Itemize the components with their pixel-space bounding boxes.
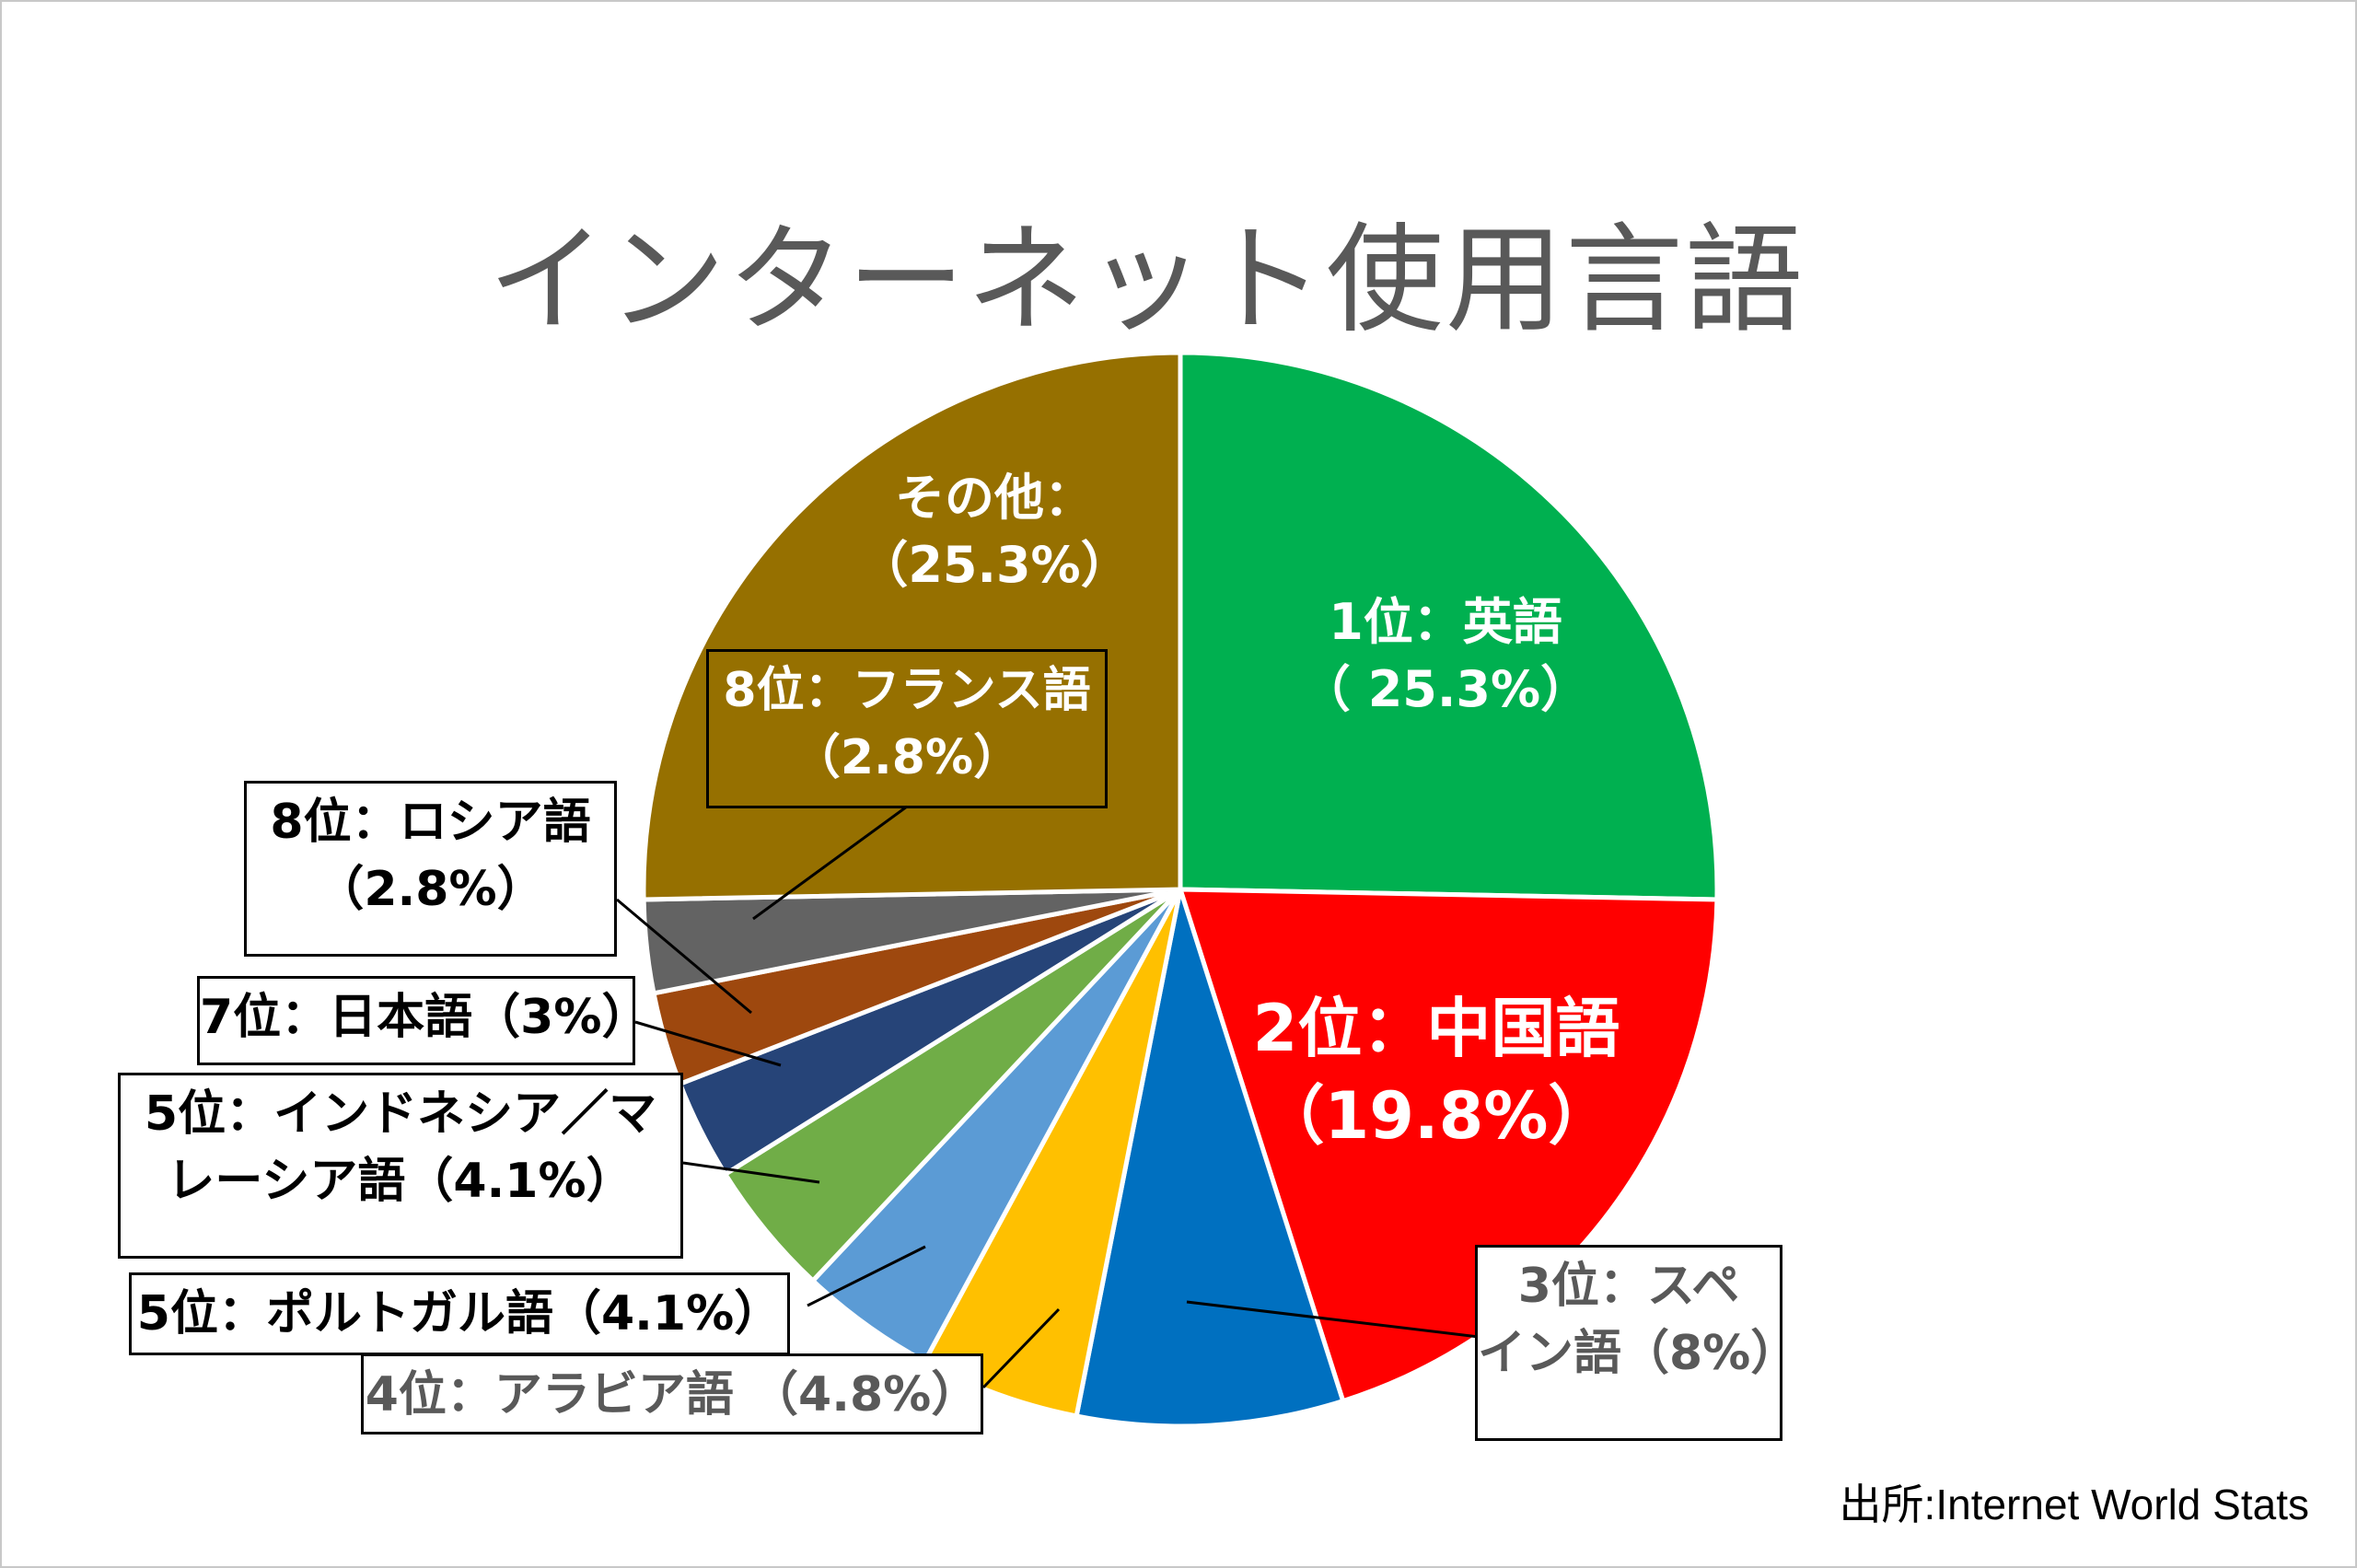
callout-indonesian-line2: レーシア語（4.1%） — [167, 1153, 634, 1209]
callout-french-name: 8位：フランス語 — [723, 663, 1091, 718]
label-english: 1位：英語 （ 25.3%） — [1261, 589, 1630, 724]
pie-slice-1 — [1178, 350, 1720, 902]
callout-portuguese: 5位：ポルトガル語（4.1%） — [129, 1272, 790, 1355]
leader-arabic — [981, 1307, 1061, 1389]
label-chinese-name: 2位：中国語 — [1252, 991, 1620, 1066]
callout-russian: 8位：ロシア語 （2.8%） — [244, 781, 617, 957]
leader-japanese — [634, 1020, 782, 1067]
callout-russian-name: 8位：ロシア語 — [270, 795, 591, 850]
callout-french: 8位：フランス語 （2.8%） — [706, 649, 1108, 808]
callout-arabic-text: 4位：アラビア語 （4.8%） — [365, 1367, 980, 1423]
callout-spanish: 3位：スペ イン語（8%） — [1475, 1245, 1799, 1441]
callout-spanish-line1: 3位：スペ — [1517, 1259, 1740, 1314]
leader-spanish — [1186, 1300, 1480, 1339]
label-other-value: （25.3%） — [858, 535, 1131, 594]
pie-slice-2 — [1178, 887, 1720, 1404]
chart-title: インターネット使用言語 — [487, 212, 1805, 349]
callout-indonesian: 5位：インドネシア／マ レーシア語（4.1%） — [118, 1073, 683, 1259]
leader-french — [752, 805, 908, 921]
callout-portuguese-text: 5位：ポルトガル語（4.1%） — [136, 1286, 783, 1342]
label-english-value: （ 25.3%） — [1300, 659, 1591, 718]
callout-arabic: 4位：アラビア語 （4.8%） — [361, 1353, 983, 1434]
callout-indonesian-line1: 5位：インドネシア／マ — [144, 1086, 657, 1142]
pie-slice-3 — [1074, 887, 1346, 1429]
callout-japanese-text: 7位：日本語（3%） — [200, 990, 650, 1045]
callout-japanese: 7位：日本語（3%） — [197, 976, 650, 1065]
label-other-name: その他： — [895, 469, 1094, 527]
callout-russian-value: （2.8%） — [316, 861, 545, 917]
callout-french-value: （2.8%） — [792, 729, 1022, 785]
label-chinese-value: （19.8%） — [1260, 1077, 1613, 1154]
label-english-name: 1位：英語 — [1329, 593, 1562, 651]
source-note: 出所:Internet World Stats — [1839, 1481, 2309, 1528]
leader-russian — [616, 898, 752, 1015]
leader-portuguese — [807, 1245, 926, 1307]
leader-indonesian — [682, 1161, 820, 1184]
pie-slice-10 — [641, 350, 1183, 902]
label-other: その他： （25.3%） — [829, 465, 1160, 599]
callout-spanish-line2: イン語（8%） — [1478, 1325, 1799, 1381]
label-chinese: 2位：中国語 （19.8%） — [1225, 985, 1648, 1159]
